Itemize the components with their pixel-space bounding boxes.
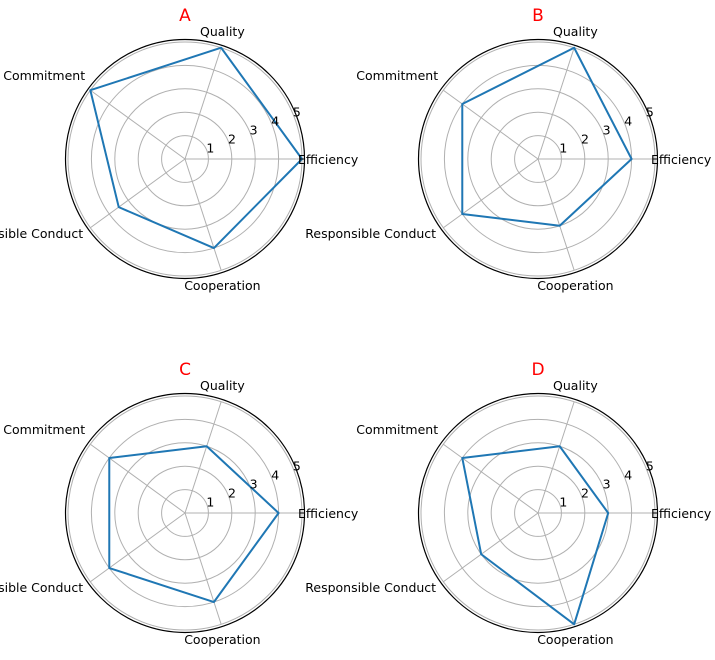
panel-title: B <box>532 6 544 26</box>
radial-tick-label: 1 <box>559 141 567 156</box>
grid-ring-outer <box>420 41 656 277</box>
axis-label-responsible-conduct: Responsible Conduct <box>0 580 83 595</box>
radial-tick-label: 3 <box>250 123 258 138</box>
grid-spoke <box>443 512 539 583</box>
radial-tick-label: 4 <box>624 114 632 129</box>
grid-spoke <box>537 401 575 514</box>
axis-label-cooperation: Cooperation <box>537 632 613 647</box>
radial-tick-label: 2 <box>228 486 236 501</box>
axis-label-quality: Quality <box>553 24 598 39</box>
grid-ring-outer <box>420 395 656 631</box>
grid-ring-outer <box>67 395 303 631</box>
radial-tick-label: 1 <box>559 495 567 510</box>
polar-frame <box>417 392 659 634</box>
radial-tick-label: 5 <box>646 459 654 474</box>
axis-label-efficiency: Efficiency <box>651 152 712 167</box>
axis-label-cooperation: Cooperation <box>184 278 260 293</box>
grid-spoke <box>443 443 539 514</box>
radial-tick-label: 4 <box>271 468 279 483</box>
axis-label-commitment: Commitment <box>3 68 85 83</box>
axis-label-responsible-conduct: Responsible Conduct <box>305 580 436 595</box>
axis-label-commitment: Commitment <box>3 422 85 437</box>
radial-tick-label: 3 <box>603 477 611 492</box>
radial-tick-label: 1 <box>206 141 214 156</box>
radial-tick-label: 2 <box>228 132 236 147</box>
radial-tick-label: 3 <box>603 123 611 138</box>
axis-label-responsible-conduct: Responsible Conduct <box>0 226 83 241</box>
axis-label-quality: Quality <box>200 378 245 393</box>
radial-tick-label: 5 <box>646 105 654 120</box>
radial-tick-label: 4 <box>271 114 279 129</box>
axis-label-responsible-conduct: Responsible Conduct <box>305 226 436 241</box>
grid-spoke <box>537 158 575 271</box>
grid-spoke <box>184 401 222 514</box>
axis-label-efficiency: Efficiency <box>298 152 359 167</box>
grid-spoke <box>443 89 539 160</box>
polar-frame <box>64 392 306 634</box>
panel-title: A <box>179 6 191 26</box>
grid-spoke <box>184 158 222 271</box>
radial-tick-label: 1 <box>206 495 214 510</box>
axis-label-efficiency: Efficiency <box>651 506 712 521</box>
panel-title: C <box>179 360 191 380</box>
series-line <box>461 445 610 626</box>
series-line <box>108 445 280 604</box>
axis-label-cooperation: Cooperation <box>184 632 260 647</box>
grid-spoke <box>184 512 222 625</box>
grid-spoke <box>537 47 575 160</box>
axis-label-cooperation: Cooperation <box>537 278 613 293</box>
panel-title: D <box>531 360 544 380</box>
radial-tick-label: 5 <box>293 105 301 120</box>
grid-spoke <box>90 158 186 229</box>
grid-spoke <box>184 47 222 160</box>
radial-tick-label: 3 <box>250 477 258 492</box>
axis-label-efficiency: Efficiency <box>298 506 359 521</box>
grid-spoke <box>537 512 575 625</box>
axis-label-commitment: Commitment <box>356 68 438 83</box>
radial-tick-label: 5 <box>293 459 301 474</box>
radial-tick-label: 4 <box>624 468 632 483</box>
polar-frame <box>417 38 659 280</box>
axis-label-quality: Quality <box>200 24 245 39</box>
axis-label-commitment: Commitment <box>356 422 438 437</box>
axis-label-quality: Quality <box>553 378 598 393</box>
grid-spoke <box>90 443 186 514</box>
polar-frame <box>64 38 306 280</box>
series-line <box>461 46 633 227</box>
grid-spoke <box>90 512 186 583</box>
radial-tick-label: 2 <box>581 486 589 501</box>
radial-tick-label: 2 <box>581 132 589 147</box>
grid-spoke <box>90 89 186 160</box>
series-line <box>89 46 303 250</box>
grid-spoke <box>443 158 539 229</box>
